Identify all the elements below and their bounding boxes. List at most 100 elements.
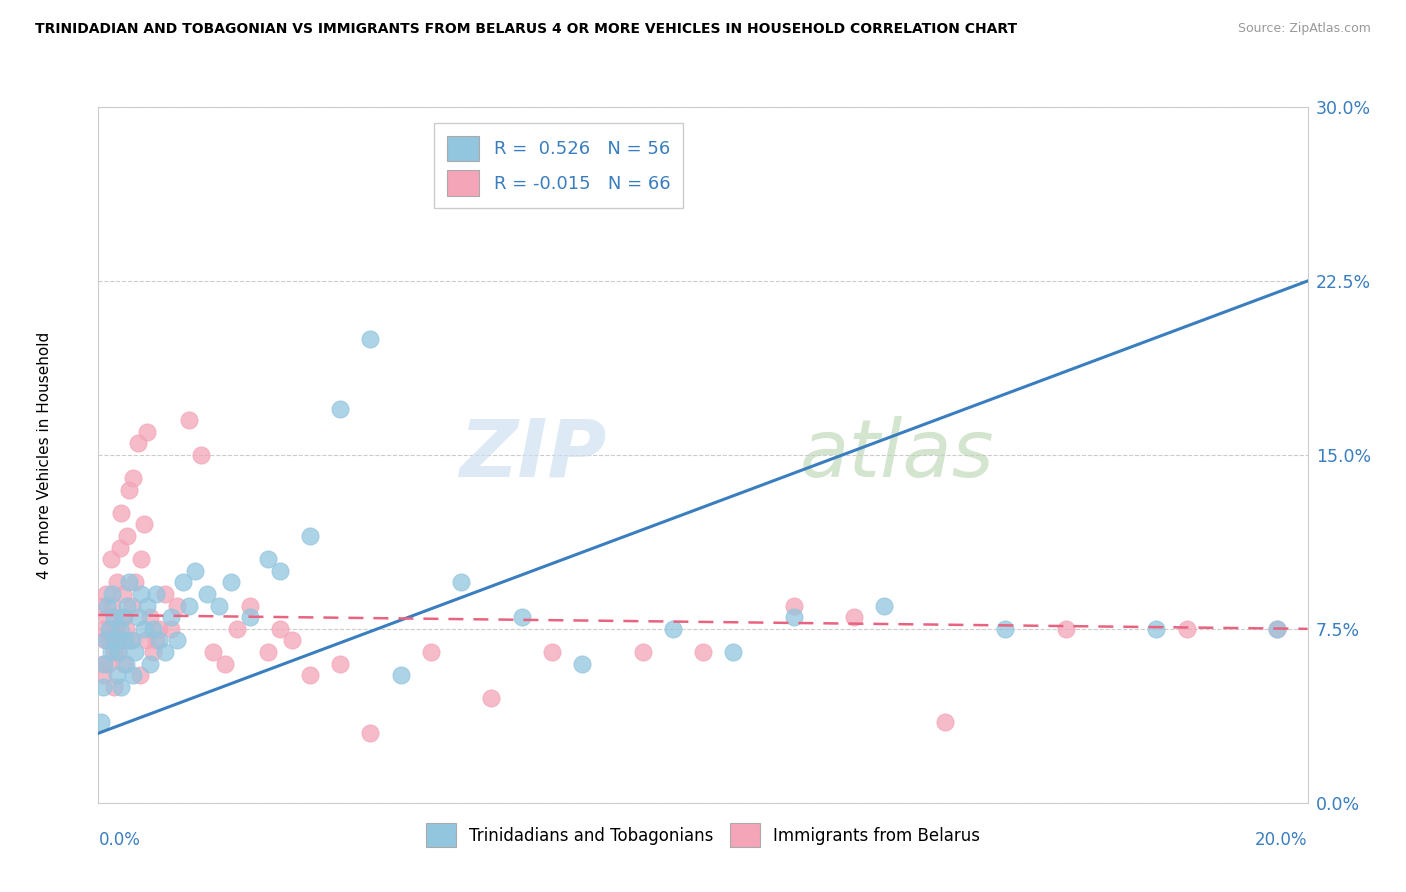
Point: [450, 575, 472, 590]
Point: [226, 622, 249, 636]
Point: [148, 633, 170, 648]
Point: [132, 517, 155, 532]
Point: [112, 610, 135, 624]
Point: [103, 645, 125, 659]
Point: [256, 552, 278, 566]
Point: [269, 564, 291, 578]
Point: [571, 657, 593, 671]
Point: [142, 622, 165, 636]
Point: [994, 622, 1017, 636]
Point: [97, 657, 120, 671]
Point: [1146, 622, 1168, 636]
Point: [132, 622, 155, 636]
Point: [179, 599, 201, 613]
Point: [94, 633, 117, 648]
Point: [153, 645, 176, 659]
Point: [299, 529, 322, 543]
Point: [662, 622, 685, 636]
Point: [94, 587, 117, 601]
Point: [110, 506, 132, 520]
Point: [127, 610, 149, 624]
Point: [91, 680, 114, 694]
Point: [934, 714, 956, 729]
Point: [541, 645, 564, 659]
Point: [90, 599, 112, 613]
Point: [139, 657, 162, 671]
Point: [129, 587, 152, 601]
Point: [172, 575, 194, 590]
Point: [1267, 622, 1289, 636]
Point: [100, 599, 122, 613]
Text: 0.0%: 0.0%: [98, 830, 141, 848]
Point: [103, 680, 125, 694]
Point: [1175, 622, 1198, 636]
Point: [91, 657, 114, 671]
Point: [145, 587, 167, 601]
Point: [269, 622, 291, 636]
Point: [510, 610, 533, 624]
Point: [160, 622, 183, 636]
Point: [118, 575, 141, 590]
Point: [1054, 622, 1077, 636]
Point: [256, 645, 278, 659]
Point: [100, 552, 122, 566]
Point: [139, 610, 162, 624]
Point: [692, 645, 714, 659]
Point: [117, 529, 139, 543]
Point: [481, 691, 503, 706]
Point: [111, 587, 134, 601]
Point: [117, 599, 139, 613]
Point: [121, 599, 143, 613]
Text: Source: ZipAtlas.com: Source: ZipAtlas.com: [1237, 22, 1371, 36]
Point: [329, 657, 352, 671]
Point: [179, 413, 201, 427]
Point: [96, 610, 118, 624]
Point: [329, 401, 352, 416]
Point: [1267, 622, 1289, 636]
Point: [783, 610, 806, 624]
Point: [389, 668, 412, 682]
Point: [103, 610, 125, 624]
Point: [111, 610, 134, 624]
Point: [120, 633, 142, 648]
Point: [360, 726, 382, 740]
Point: [124, 575, 146, 590]
Point: [107, 645, 129, 659]
Point: [208, 599, 231, 613]
Point: [112, 633, 135, 648]
Point: [121, 633, 143, 648]
Text: TRINIDADIAN AND TOBAGONIAN VS IMMIGRANTS FROM BELARUS 4 OR MORE VEHICLES IN HOUS: TRINIDADIAN AND TOBAGONIAN VS IMMIGRANTS…: [35, 22, 1018, 37]
Point: [118, 483, 141, 497]
Point: [202, 645, 225, 659]
Text: ZIP: ZIP: [458, 416, 606, 494]
Point: [100, 622, 122, 636]
Point: [145, 633, 167, 648]
Point: [281, 633, 304, 648]
Point: [128, 668, 150, 682]
Point: [122, 668, 145, 682]
Point: [127, 436, 149, 450]
Point: [108, 622, 131, 636]
Point: [190, 448, 212, 462]
Point: [110, 680, 132, 694]
Point: [135, 599, 157, 613]
Point: [91, 668, 114, 682]
Point: [166, 633, 188, 648]
Point: [90, 714, 112, 729]
Point: [94, 633, 117, 648]
Point: [195, 587, 218, 601]
Point: [135, 633, 157, 648]
Point: [360, 332, 382, 346]
Point: [98, 633, 121, 648]
Point: [104, 633, 127, 648]
Point: [135, 425, 157, 439]
Point: [129, 552, 152, 566]
Point: [631, 645, 654, 659]
Point: [107, 633, 129, 648]
Point: [105, 668, 128, 682]
Point: [100, 645, 122, 659]
Point: [160, 610, 183, 624]
Point: [148, 622, 170, 636]
Point: [873, 599, 896, 613]
Point: [98, 622, 121, 636]
